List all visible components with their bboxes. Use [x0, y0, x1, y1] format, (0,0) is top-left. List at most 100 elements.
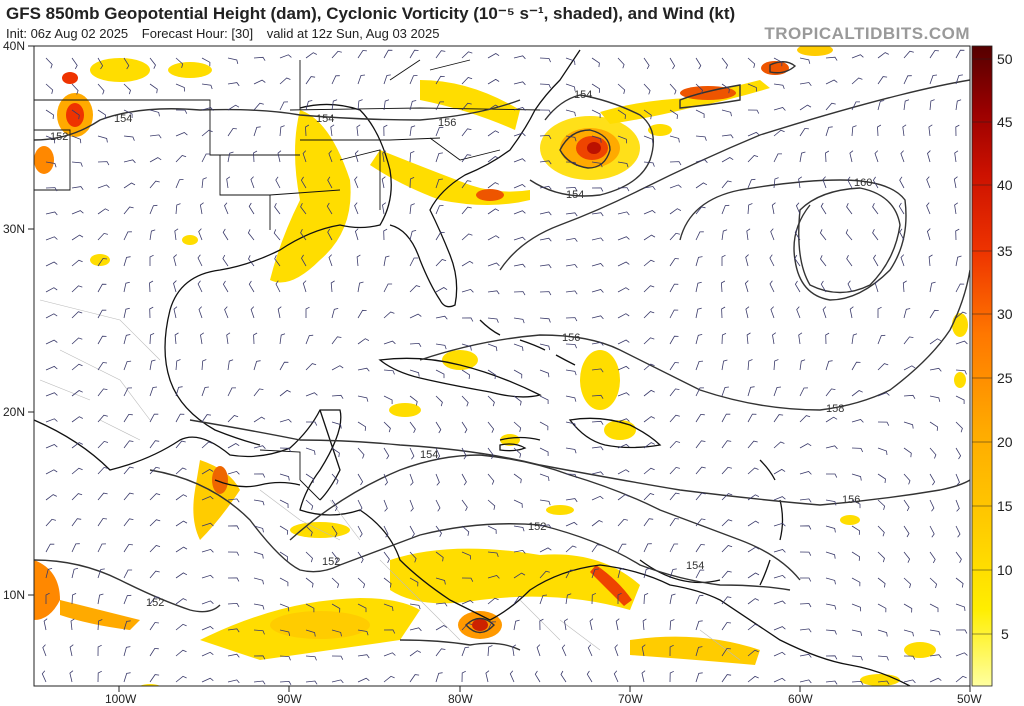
wind-barb — [435, 205, 444, 215]
wind-barb — [591, 161, 603, 168]
wind-barb — [877, 392, 890, 397]
wind-barb — [643, 161, 655, 167]
colorbar-label: 30 — [997, 306, 1013, 322]
wind-barb — [279, 680, 292, 686]
wind-barb — [513, 473, 522, 484]
wind-barb — [435, 315, 448, 320]
wind-barb — [614, 644, 619, 657]
wind-barb — [539, 447, 549, 456]
wind-barb — [773, 496, 786, 501]
wind-barb — [769, 254, 775, 267]
wind-barb — [227, 525, 240, 530]
wind-barb — [45, 187, 58, 192]
wind-barb — [591, 289, 604, 293]
wind-barb — [435, 447, 441, 460]
wind-barb — [591, 420, 604, 425]
wind-barb — [747, 57, 756, 68]
wind-barb — [383, 228, 388, 241]
wind-barb — [617, 469, 630, 475]
wind-barb — [253, 525, 264, 533]
wind-barb — [123, 672, 131, 683]
wind-barb — [955, 74, 963, 85]
wind-barb — [565, 369, 577, 376]
wind-barb — [745, 254, 749, 267]
wind-barb — [435, 577, 446, 585]
wind-barb — [513, 447, 522, 458]
wind-barb — [539, 83, 551, 89]
wind-barb — [487, 78, 500, 85]
wind-barb — [201, 677, 214, 683]
wind-barb — [175, 598, 187, 605]
wind-barb — [695, 159, 708, 163]
wind-barb — [565, 343, 577, 349]
wind-barb — [747, 520, 760, 527]
wind-barb — [357, 74, 366, 85]
wind-barb — [929, 629, 941, 636]
wind-barb — [669, 57, 676, 70]
wind-barb — [175, 413, 185, 423]
wind-barb — [409, 447, 415, 460]
wind-barb — [382, 150, 387, 163]
wind-barb — [97, 57, 104, 70]
wind-barb — [822, 306, 827, 319]
wind-barb — [874, 150, 879, 163]
wind-barb — [461, 525, 470, 536]
wind-barb — [799, 104, 812, 111]
wind-barb — [487, 621, 496, 631]
wind-barb — [851, 577, 861, 587]
chart-title: GFS 850mb Geopotential Height (dam), Cyc… — [6, 4, 736, 23]
wind-barb — [851, 390, 863, 397]
lon-label: 90W — [277, 692, 302, 706]
wind-barb — [799, 525, 812, 530]
wind-barb — [747, 467, 759, 475]
wind-barb — [248, 255, 255, 267]
wind-barb — [617, 418, 630, 423]
wind-barb — [97, 208, 110, 215]
wind-barb — [279, 629, 291, 636]
wind-barb — [591, 57, 600, 68]
wind-barb — [305, 124, 310, 137]
wind-barb — [669, 135, 680, 143]
wind-barb — [123, 646, 131, 657]
wind-barb — [409, 125, 416, 137]
wind-barb — [461, 369, 471, 379]
wind-barb — [487, 343, 498, 352]
wind-barb — [149, 157, 162, 163]
wind-barb — [409, 313, 422, 319]
wind-barb — [903, 336, 914, 345]
wind-barb — [435, 231, 445, 241]
wind-barb — [721, 83, 730, 94]
wind-barb — [357, 395, 369, 402]
wind-barb — [591, 315, 604, 320]
wind-barb — [409, 49, 419, 59]
wind-barb — [617, 443, 630, 449]
wind-barb — [825, 416, 838, 423]
wind-barb — [226, 176, 231, 189]
wind-barb — [591, 446, 604, 451]
wind-barb — [643, 467, 655, 475]
wind-barb — [383, 499, 388, 512]
height-contours — [34, 61, 970, 651]
wind-barb — [539, 317, 551, 323]
wind-barb — [903, 629, 914, 637]
wind-barb — [198, 306, 203, 319]
wind-barb — [409, 257, 419, 267]
wind-barb — [745, 306, 750, 319]
wind-barb — [873, 254, 879, 267]
wind-barb — [955, 652, 968, 657]
wind-barb — [175, 623, 187, 631]
wind-barb — [669, 232, 680, 241]
wind-barb — [669, 309, 679, 319]
wind-barb — [877, 52, 889, 59]
wind-barb — [302, 150, 307, 163]
wind-barb — [487, 525, 497, 534]
wind-barb — [849, 150, 854, 163]
wind-barb — [279, 577, 289, 587]
wind-barb — [539, 594, 548, 605]
wind-barb — [539, 421, 549, 431]
wind-barb — [928, 124, 933, 137]
wind-barb — [643, 109, 652, 120]
wind-barb — [253, 473, 266, 478]
wind-barb — [97, 283, 107, 293]
wind-barb — [487, 369, 496, 380]
